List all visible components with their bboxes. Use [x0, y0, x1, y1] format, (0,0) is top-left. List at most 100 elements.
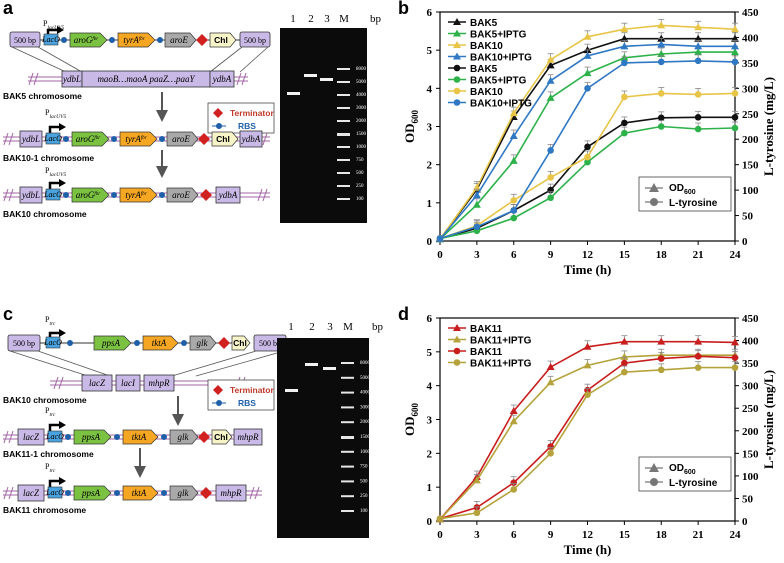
svg-text:LacO: LacO	[43, 338, 62, 347]
c-ladder-band-4000	[341, 391, 354, 394]
b-point-bak5-tyr-15	[621, 119, 628, 127]
a-chl-label: Chl	[214, 35, 228, 45]
c-ladder-label-3000: 3000	[360, 405, 371, 410]
d-legend-label-0: BAK11	[470, 324, 503, 335]
d-ytick-right-50: 50	[742, 493, 754, 505]
svg-text:3: 3	[327, 321, 333, 333]
d-xtick-3: 3	[474, 529, 480, 541]
b-point-bak10-iptg-tyr-0	[436, 235, 444, 242]
b-ytick-right-0: 0	[742, 236, 748, 248]
c-glk-gene	[189, 335, 217, 351]
b-ytick-left-3: 3	[427, 122, 433, 134]
a-lane-1-label: 1	[290, 13, 296, 25]
b-ytick-right-250: 250	[742, 109, 759, 121]
c-ladder: 8000 5000 4000 3000 2000 1500 1000 750 500 250 100	[341, 361, 371, 514]
a-legend: Terminator RBS	[207, 102, 274, 134]
b-point-bak5-iptg-od-9	[546, 93, 555, 101]
a-bak10-chromosome: PlacUV5 ydbL LacO aroGfbr tyrAfbr aroE y…	[3, 166, 270, 219]
d-ytick-left-0: 0	[427, 516, 433, 528]
b-legend-marker-4	[453, 64, 461, 72]
d-ytick-left-1: 1	[427, 482, 433, 494]
b-point-bak10-tyr-18	[657, 90, 665, 97]
svg-text:ppsA: ppsA	[81, 488, 101, 498]
b-point-bak5-iptg-tyr-24	[731, 124, 739, 132]
a-maob-paay-genes: maoB…maoA paaZ…paaY	[97, 74, 195, 84]
svg-text:RBS: RBS	[238, 398, 256, 408]
a-ladder-label-5000: 5000	[356, 80, 367, 85]
svg-text:tyrAfbr: tyrAfbr	[125, 190, 146, 200]
b-legend-label-1: BAK5+IPTG	[470, 30, 527, 41]
a-ladder-band-5000	[337, 81, 350, 83]
svg-text:lacZ: lacZ	[23, 488, 40, 498]
d-legend-marker-3	[453, 359, 461, 366]
svg-text:PlacUV5: PlacUV5	[45, 166, 67, 178]
d-ylabel-right: L-tyrosine (mg/L)	[761, 370, 776, 469]
b-point-bak10-iptg-od-12	[583, 51, 592, 59]
svg-text:aroE: aroE	[172, 190, 190, 200]
a-laco-label: LacO	[41, 35, 60, 44]
d-point-bak11-iptg-tyr-18	[657, 366, 665, 374]
b-legend-label-7: BAK10+IPTG	[470, 99, 532, 110]
d-point-bak11-iptg-od-12	[583, 361, 592, 369]
a-ladder-label-8000: 8000	[356, 67, 367, 72]
svg-text:lacZ: lacZ	[23, 432, 40, 442]
d-point-bak11-tyr-6	[510, 479, 518, 486]
b-marker-legend-od-label: OD600	[669, 183, 696, 196]
d-point-bak11-iptg-tyr-21	[694, 364, 702, 371]
b-point-bak5-iptg-od-12	[583, 69, 592, 77]
a-flank-right-label: 500 bp	[244, 36, 266, 45]
d-ytick-left-3: 3	[427, 415, 433, 427]
b-ytick-right-350: 350	[742, 58, 759, 70]
a-aroe-gene	[164, 32, 197, 48]
svg-text:lacZ: lacZ	[89, 378, 106, 388]
b-legend-label-5: BAK5+IPTG	[470, 76, 527, 87]
b-point-bak10-tyr-21	[694, 91, 702, 98]
c-ladder-label-5000: 5000	[360, 376, 371, 381]
a-ladder-band-250	[337, 185, 350, 187]
a-flank-right	[239, 31, 271, 48]
b-legend-marker-0	[453, 18, 461, 25]
a-ladder-label-250: 250	[356, 184, 364, 189]
a-ydbl-gene-2: ydbL	[21, 134, 40, 144]
svg-text:bp: bp	[372, 321, 384, 333]
a-aroe-label: aroE	[170, 35, 188, 45]
a-bak10-1-chromosome: PlacUV5 ydbL LacO aroGfbr tyrAfbr aroE C…	[3, 108, 270, 163]
c-ladder-band-1000	[341, 450, 354, 453]
b-point-bak10-iptg-tyr-15	[621, 59, 628, 67]
a-flank-left-label: 500 bp	[14, 36, 36, 45]
b-legend-label-4: BAK5	[470, 64, 498, 75]
b-point-bak10-iptg-tyr-3	[473, 223, 481, 231]
b-point-bak5-iptg-tyr-18	[657, 123, 665, 130]
a-band-lane3	[320, 78, 333, 81]
d-point-bak11-od-6	[509, 407, 518, 415]
d-point-bak11-iptg-od-6	[509, 417, 518, 425]
d-point-bak11-iptg-tyr-0	[436, 515, 444, 523]
d-point-bak11-iptg-od-9	[546, 378, 555, 386]
a-ydba-gene-1: ydbA	[212, 74, 232, 84]
svg-text:lacI: lacI	[121, 378, 136, 388]
b-point-bak5-iptg-od-24	[731, 48, 739, 56]
a-arog-gene	[69, 32, 108, 48]
d-point-bak11-iptg-tyr-15	[621, 368, 628, 376]
c-ladder-band-1500	[341, 436, 354, 439]
a-chl-gene	[209, 32, 237, 48]
svg-text:Ptrc: Ptrc	[45, 406, 56, 418]
d-point-bak11-tyr-24	[731, 354, 739, 361]
d-point-bak11-od-12	[583, 342, 592, 350]
svg-text:500 bp: 500 bp	[259, 339, 281, 348]
a-ladder-band-3000	[337, 107, 350, 109]
svg-text:ydbA: ydbA	[241, 134, 261, 144]
b-ytick-right-50: 50	[742, 211, 754, 223]
b-ytick-left-4: 4	[427, 83, 433, 95]
svg-text:ppsA: ppsA	[81, 432, 101, 442]
svg-text:ppsA: ppsA	[101, 338, 121, 348]
b-ytick-right-450: 450	[742, 7, 759, 19]
c-ladder-band-750	[341, 465, 354, 468]
b-point-bak10-tyr-12	[584, 153, 591, 161]
svg-text:Chl: Chl	[216, 134, 230, 144]
d-xtick-21: 21	[693, 529, 704, 541]
a-rbs-1	[61, 37, 67, 43]
panel-c: c Ptrc 500 bp LacO ppsA tktA glk Chl 500…	[3, 304, 384, 538]
b-point-bak10-iptg-od-24	[731, 42, 739, 50]
d-ytick-right-0: 0	[742, 516, 748, 528]
